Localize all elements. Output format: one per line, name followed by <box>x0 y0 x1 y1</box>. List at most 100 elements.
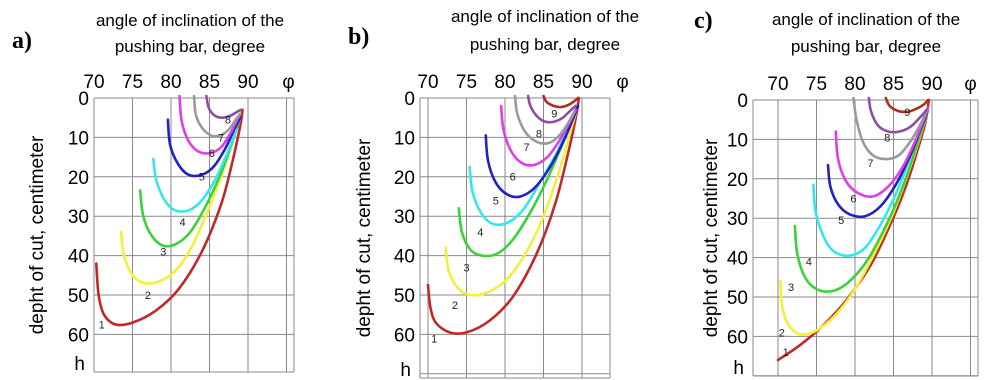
curve-number-label: 5 <box>493 195 499 207</box>
series-line-9 <box>542 94 580 109</box>
series-line-9 <box>884 96 930 114</box>
series-line-4 <box>152 128 238 213</box>
y-tick-label: 0 <box>78 89 89 110</box>
x-tick-label: 70 <box>767 74 788 95</box>
curve-number-label: 7 <box>523 142 529 154</box>
x-tick-label: 70 <box>83 72 104 93</box>
x-tick-label: 75 <box>806 74 827 95</box>
y-tick-label: 40 <box>394 247 415 268</box>
grid <box>752 99 979 377</box>
x-tick-label: 90 <box>571 72 592 93</box>
x-axis-title-line: angle of inclination of the <box>96 11 284 30</box>
y-axis-label: depht of cut, centimeter <box>354 138 375 337</box>
panel-label: a) <box>12 28 32 54</box>
y-tick-label: 30 <box>68 207 89 228</box>
panel-c: c) angle of inclination of the pushing bar… <box>694 8 979 379</box>
series-line-6 <box>178 94 242 155</box>
y-tick-label: 20 <box>394 168 415 189</box>
series-line-2 <box>779 110 929 336</box>
series-line-3 <box>138 116 242 248</box>
curves <box>776 96 931 362</box>
series-line-7 <box>513 94 576 145</box>
x-tick-label: 85 <box>883 74 904 95</box>
series-line-8 <box>867 96 928 134</box>
series-line-6 <box>499 104 578 167</box>
y-tick-label: 60 <box>727 327 748 348</box>
y-tick-label: 50 <box>394 286 415 307</box>
y-tick-label: 50 <box>68 286 89 307</box>
series-line-5 <box>484 104 580 199</box>
y-axis-symbol: h <box>74 354 85 375</box>
y-axis-symbol: h <box>733 358 744 379</box>
x-axis-title-line: pushing bar, degree <box>791 37 941 56</box>
y-tick-label: 10 <box>68 128 89 149</box>
y-tick-label: 40 <box>68 247 89 268</box>
series-line-7 <box>192 94 242 138</box>
curve-number-label: 4 <box>179 217 185 229</box>
series-line-8 <box>205 94 243 119</box>
panel-b: b) angle of inclination of the pushing bar… <box>348 7 639 380</box>
curve-number-label: 2 <box>145 290 151 302</box>
curve-number-label: 2 <box>779 327 785 339</box>
y-tick-label: 20 <box>727 170 748 191</box>
curve-number-label: 2 <box>452 300 458 312</box>
curve-number-label: 8 <box>536 128 542 140</box>
x-tick-label: 90 <box>237 72 258 93</box>
series-line-5 <box>166 116 242 178</box>
series-line-6 <box>834 106 930 199</box>
y-tick-label: 60 <box>394 325 415 346</box>
curve-number-label: 3 <box>788 282 794 294</box>
x-axis-symbol: φ <box>616 72 628 93</box>
curve-number-label: 9 <box>551 109 557 121</box>
y-tick-label: 10 <box>727 130 748 151</box>
series-line-1 <box>776 98 931 362</box>
curve-number-label: 3 <box>463 262 469 274</box>
curve-number-label: 8 <box>884 132 890 144</box>
curve-number-label: 4 <box>806 256 812 268</box>
grid <box>93 97 295 373</box>
curve-number-label: 5 <box>199 172 205 184</box>
x-axis-symbol: φ <box>964 74 976 95</box>
x-tick-label: 85 <box>533 72 554 93</box>
x-tick-label: 70 <box>417 72 438 93</box>
y-tick-label: 0 <box>737 91 748 112</box>
y-tick-label: 20 <box>68 168 89 189</box>
curve-number-label: 3 <box>160 247 166 259</box>
curve-number-label: 6 <box>209 148 215 160</box>
x-tick-label: 75 <box>456 72 477 93</box>
curve-number-label: 6 <box>850 193 856 205</box>
curves <box>95 94 244 327</box>
x-axis-title-line: angle of inclination of the <box>772 10 960 29</box>
curve-number-label: 1 <box>431 333 437 345</box>
series-line-7 <box>852 96 928 161</box>
panel-label: c) <box>694 8 713 34</box>
series-line-8 <box>526 94 578 124</box>
y-tick-label: 30 <box>394 207 415 228</box>
y-axis-symbol: h <box>400 360 411 380</box>
curve-number-label: 1 <box>783 347 789 359</box>
curve-number-label: 6 <box>510 172 516 184</box>
panel-label: b) <box>348 24 369 50</box>
curve-number-label: 5 <box>838 215 844 227</box>
x-tick-label: 90 <box>921 74 942 95</box>
y-tick-label: 60 <box>68 325 89 346</box>
y-tick-label: 0 <box>404 89 415 110</box>
x-tick-label: 85 <box>199 72 220 93</box>
x-axis-title-line: angle of inclination of the <box>451 7 639 26</box>
x-tick-label: 75 <box>122 72 143 93</box>
y-tick-label: 50 <box>727 288 748 309</box>
x-axis-title-line: pushing bar, degree <box>115 37 265 56</box>
series-line-3 <box>793 116 928 293</box>
x-axis-symbol: φ <box>282 72 294 93</box>
y-axis-label: depht of cut, centimeter <box>27 135 48 334</box>
y-tick-label: 40 <box>727 249 748 270</box>
x-tick-label: 80 <box>160 72 181 93</box>
curve-number-label: 4 <box>477 227 483 239</box>
y-tick-label: 10 <box>394 128 415 149</box>
x-axis-title-line: pushing bar, degree <box>470 35 620 54</box>
series-line-2 <box>444 108 578 297</box>
y-axis-label: depht of cut, centimeter <box>701 138 722 337</box>
curves <box>426 94 581 336</box>
x-tick-label: 80 <box>844 74 865 95</box>
